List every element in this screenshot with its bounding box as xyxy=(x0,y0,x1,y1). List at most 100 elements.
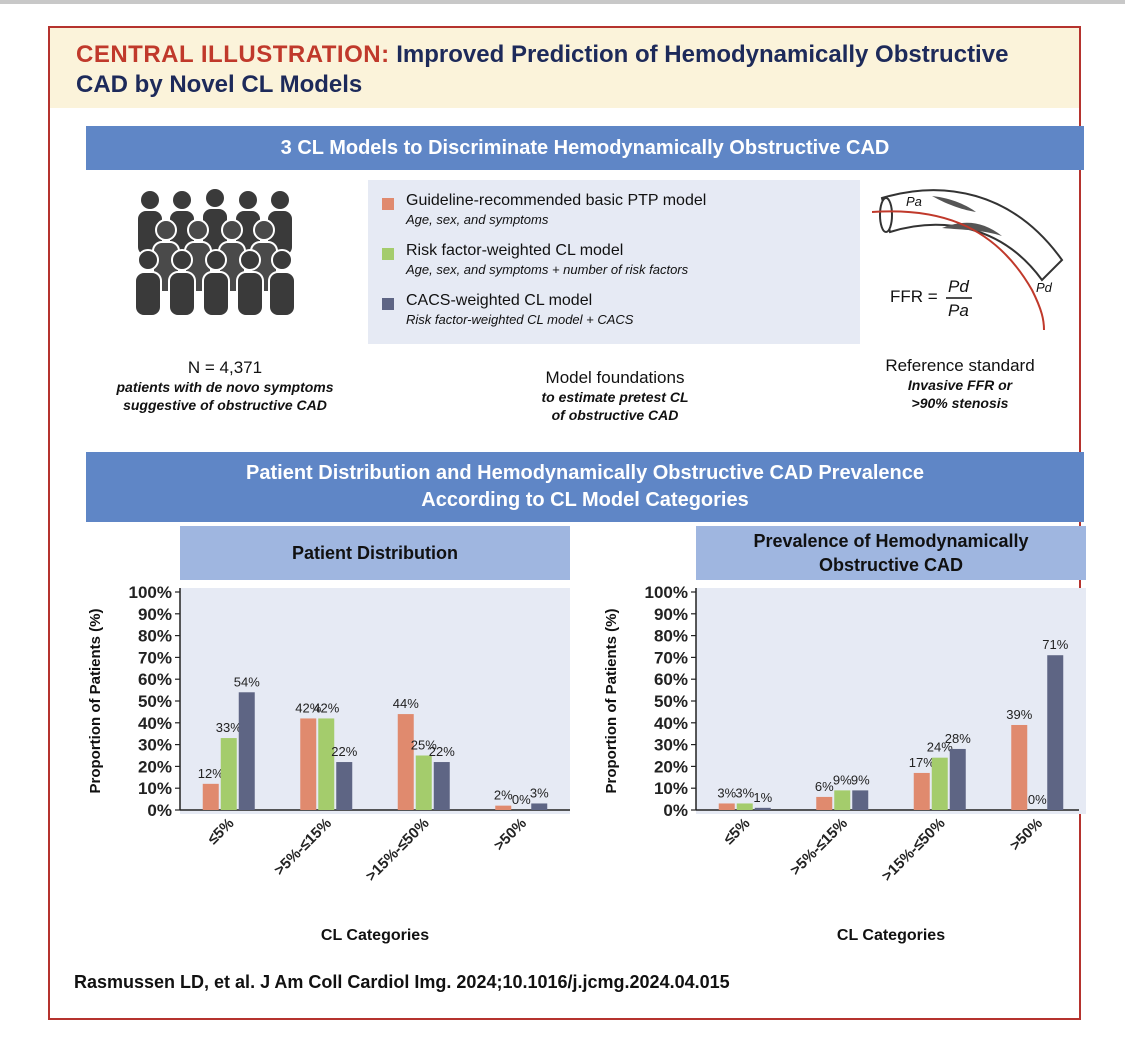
bar-value-label: 0% xyxy=(1028,792,1047,807)
x-tick-label: >5%-≤15% xyxy=(787,815,851,879)
bar xyxy=(913,772,930,810)
person-icon xyxy=(236,249,264,317)
foundations-caption: Model foundations to estimate pretest CL… xyxy=(490,368,740,424)
panel-title-distribution: Patient Distribution xyxy=(180,526,570,580)
foundations-line-2: of obstructive CAD xyxy=(551,407,679,423)
bar xyxy=(736,803,753,810)
bar-value-label: 3% xyxy=(735,785,754,800)
bar-value-label: 17% xyxy=(909,755,935,770)
person-icon xyxy=(202,249,230,317)
cohort-desc-2: suggestive of obstructive CAD xyxy=(123,397,327,413)
x-tick-label: ≤5% xyxy=(204,815,237,848)
distribution-banner-line-1: Patient Distribution and Hemodynamically… xyxy=(246,462,924,484)
y-tick-label: 50% xyxy=(138,692,172,711)
cohort-caption: N = 4,371 patients with de novo symptoms… xyxy=(90,358,360,414)
x-tick-label: >50% xyxy=(1007,815,1046,854)
legend-desc: Age, sex, and symptoms + number of risk … xyxy=(406,262,689,277)
bar-value-label: 6% xyxy=(815,779,834,794)
bar-value-label: 22% xyxy=(331,744,357,759)
y-tick-label: 60% xyxy=(654,670,688,689)
person-icon xyxy=(268,249,296,317)
y-axis-label: Proportion of Patients (%) xyxy=(87,609,104,794)
legend-name: Guideline-recommended basic PTP model xyxy=(406,192,707,209)
foundations-title: Model foundations xyxy=(545,368,685,387)
bar-value-label: 28% xyxy=(945,731,971,746)
y-tick-label: 0% xyxy=(663,801,688,820)
reference-line-1: Invasive FFR or xyxy=(907,377,1013,393)
y-tick-label: 90% xyxy=(138,605,172,624)
cohort-desc-1: patients with de novo symptoms xyxy=(116,379,334,395)
model-legend: Guideline-recommended basic PTP model Age… xyxy=(368,180,860,344)
bar xyxy=(816,796,833,810)
central-illustration: CENTRAL ILLUSTRATION: Improved Predictio… xyxy=(48,26,1086,1020)
y-axis-label: Proportion of Patients (%) xyxy=(603,609,620,794)
bar xyxy=(754,807,771,810)
bar-value-label: 12% xyxy=(198,766,224,781)
bar-value-label: 1% xyxy=(753,790,772,805)
bar-value-label: 42% xyxy=(295,700,321,715)
bar xyxy=(495,805,512,810)
legend-name: Risk factor-weighted CL model xyxy=(406,242,624,259)
pa-label: Pa xyxy=(906,194,922,209)
citation: Rasmussen LD, et al. J Am Coll Cardiol I… xyxy=(74,972,730,992)
person-icon xyxy=(134,249,162,317)
panel-title-prevalence-line-2: Obstructive CAD xyxy=(818,555,964,575)
legend-desc: Risk factor-weighted CL model + CACS xyxy=(406,312,634,327)
ffr-lhs: FFR = xyxy=(890,287,938,306)
bar xyxy=(949,748,966,810)
x-tick-label: >5%-≤15% xyxy=(271,815,335,879)
bar xyxy=(415,755,432,810)
x-tick-label: >50% xyxy=(491,815,530,854)
legend-swatch xyxy=(382,198,394,210)
distribution-banner-line-2: According to CL Model Categories xyxy=(421,489,749,511)
foundations-line-1: to estimate pretest CL xyxy=(541,389,689,405)
models-banner: 3 CL Models to Discriminate Hemodynamica… xyxy=(86,126,1084,170)
bar-value-label: 71% xyxy=(1042,637,1068,652)
x-tick-label: ≤5% xyxy=(720,815,753,848)
bar xyxy=(1011,724,1028,810)
bar-value-label: 9% xyxy=(833,772,852,787)
bar-value-label: 24% xyxy=(927,740,953,755)
bar-value-label: 2% xyxy=(494,788,513,803)
legend-swatch xyxy=(382,248,394,260)
bar-value-label: 22% xyxy=(429,744,455,759)
patients-crowd-icon xyxy=(134,189,296,317)
title-lead: CENTRAL ILLUSTRATION: xyxy=(76,41,390,68)
y-tick-label: 0% xyxy=(147,801,172,820)
ffr-denominator: Pa xyxy=(948,301,969,320)
y-tick-label: 80% xyxy=(654,627,688,646)
bar-value-label: 3% xyxy=(530,785,549,800)
y-tick-label: 80% xyxy=(138,627,172,646)
bar xyxy=(531,803,548,810)
bar xyxy=(336,762,353,810)
bar xyxy=(397,714,414,810)
y-tick-label: 20% xyxy=(654,757,688,776)
bar-value-label: 3% xyxy=(717,785,736,800)
bar xyxy=(1047,655,1064,810)
person-icon xyxy=(168,249,196,317)
y-tick-label: 100% xyxy=(645,583,688,602)
coronary-vessel-icon: Pa Pd FFR = Pd Pa xyxy=(872,189,1064,330)
y-tick-label: 10% xyxy=(654,779,688,798)
bar-value-label: 25% xyxy=(411,738,437,753)
bar-value-label: 42% xyxy=(313,700,339,715)
y-tick-label: 10% xyxy=(138,779,172,798)
y-tick-label: 90% xyxy=(654,605,688,624)
bar xyxy=(300,718,317,810)
bar-value-label: 44% xyxy=(393,696,419,711)
bar-value-label: 54% xyxy=(234,674,260,689)
y-tick-label: 30% xyxy=(654,736,688,755)
x-axis-label: CL Categories xyxy=(321,927,429,944)
bar-value-label: 39% xyxy=(1006,707,1032,722)
bar xyxy=(852,790,869,810)
bar xyxy=(718,803,735,810)
y-tick-label: 70% xyxy=(654,648,688,667)
bar xyxy=(834,790,851,810)
bar-value-label: 33% xyxy=(216,720,242,735)
y-tick-label: 20% xyxy=(138,757,172,776)
y-tick-label: 50% xyxy=(654,692,688,711)
panel-title-prevalence: Prevalence of Hemodynamically Obstructiv… xyxy=(696,526,1086,580)
title-bar: CENTRAL ILLUSTRATION: Improved Predictio… xyxy=(50,28,1079,108)
cohort-count: N = 4,371 xyxy=(187,358,263,377)
bar-value-label: 0% xyxy=(512,792,531,807)
